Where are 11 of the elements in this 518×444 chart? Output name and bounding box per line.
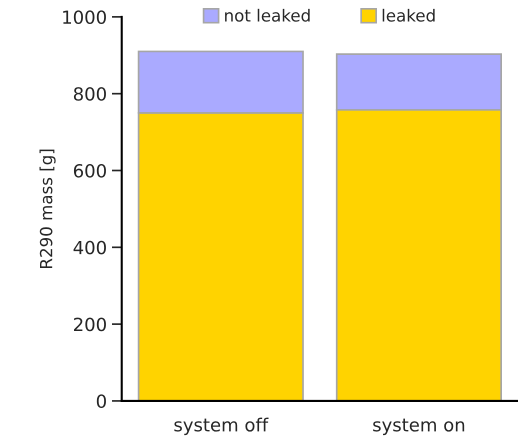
legend-label: not leaked — [225, 8, 310, 22]
y-tick-label: 800 — [74, 87, 106, 101]
x-tick-label: system on — [373, 418, 464, 436]
y-tick-label: 600 — [74, 164, 106, 178]
x-tick-label: system off — [174, 418, 269, 436]
legend-label: leaked — [382, 8, 435, 22]
y-tick-label: 200 — [74, 318, 106, 332]
y-axis-title: R290 mass [g] — [40, 150, 56, 268]
y-tick-label: 0 — [96, 394, 106, 408]
y-tick-label: 1000 — [63, 10, 106, 24]
y-tick-label: 400 — [74, 240, 106, 254]
